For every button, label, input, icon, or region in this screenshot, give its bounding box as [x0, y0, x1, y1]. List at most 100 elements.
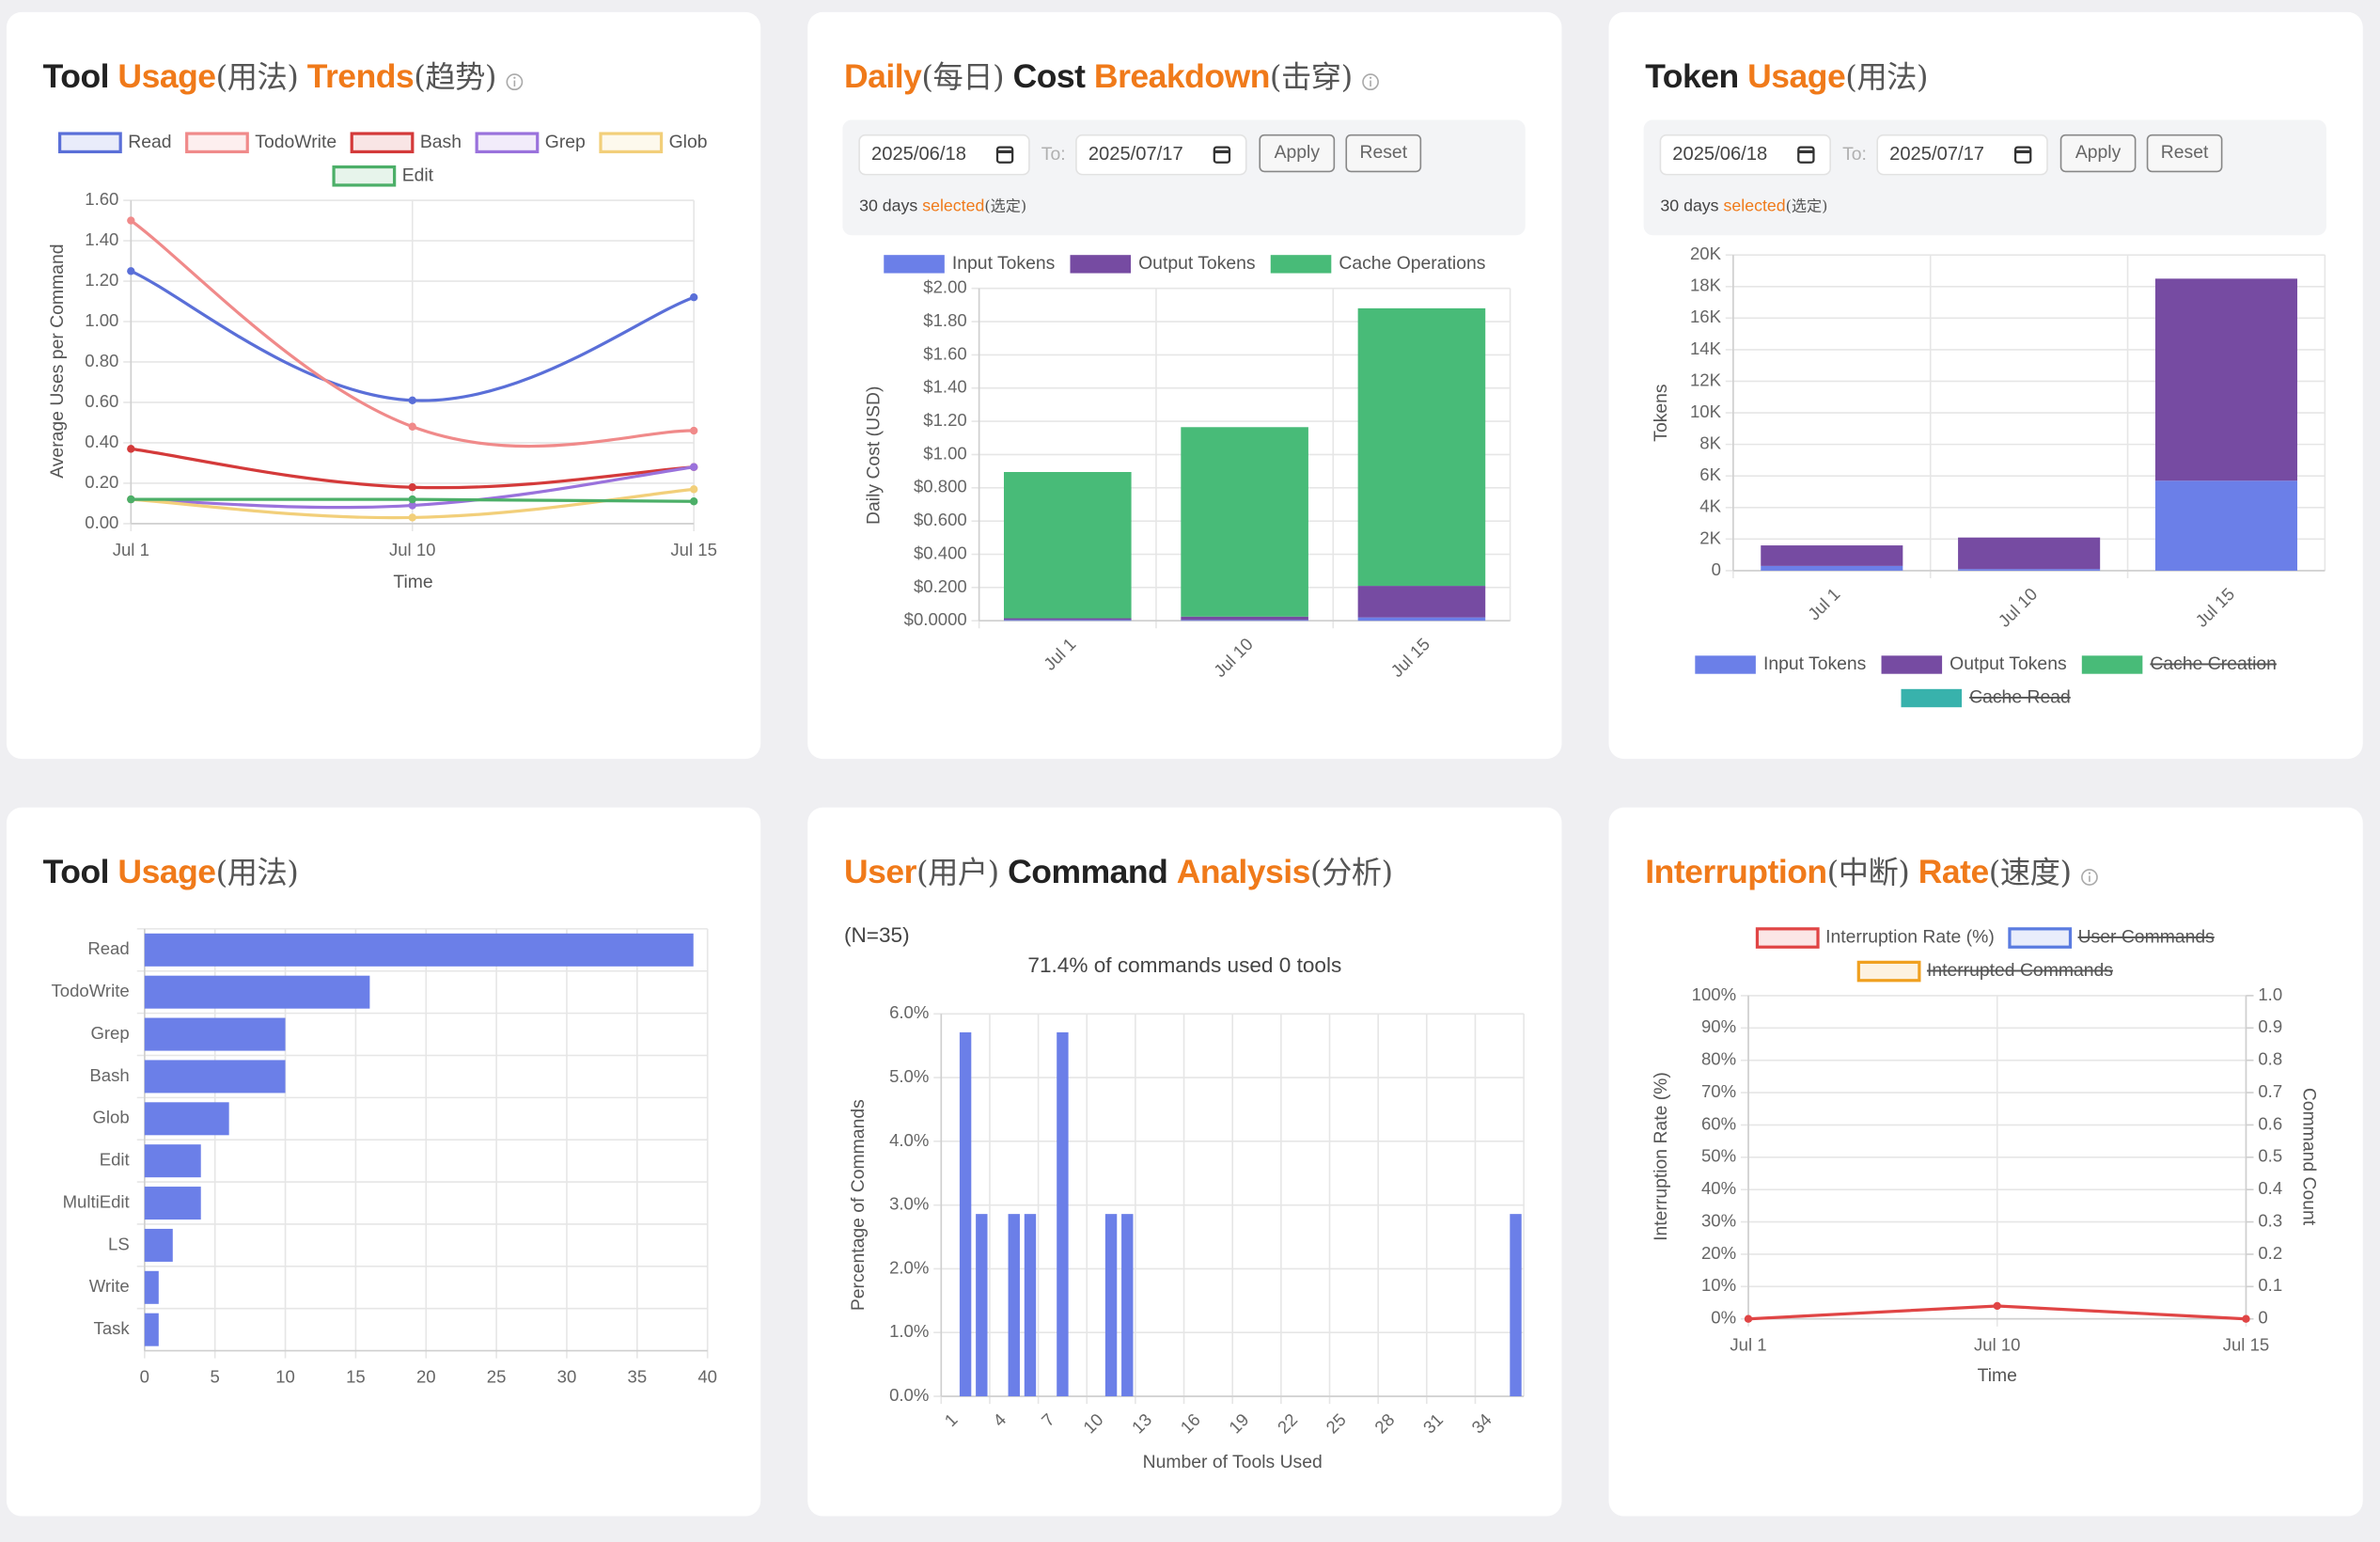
point	[127, 216, 135, 225]
point	[127, 495, 135, 504]
bar	[1958, 569, 2101, 571]
legend-swatch	[599, 132, 664, 154]
bar	[1024, 1214, 1037, 1397]
y-tick-label: 8K	[1699, 433, 1721, 453]
bar	[144, 1313, 159, 1346]
legend-label: Cache Read	[1969, 687, 2071, 708]
y-tick-label: 1.20	[85, 270, 118, 290]
text-part: Breakdown	[1094, 57, 1270, 95]
y2-tick-label: 0.5	[2258, 1146, 2282, 1166]
legend-swatch	[350, 132, 415, 154]
point	[127, 267, 135, 275]
y2-tick-label: 0	[2258, 1308, 2267, 1328]
y-tick-label: 0.0%	[889, 1385, 929, 1405]
button[interactable]	[2146, 134, 2223, 173]
y-tick-label: 6.0%	[889, 1002, 929, 1022]
legend-swatch	[1070, 255, 1132, 274]
button[interactable]	[1345, 134, 1422, 173]
y-tick-label: $1.00	[923, 443, 966, 463]
y-tick-label: 1.40	[85, 229, 118, 249]
bar	[1761, 565, 1903, 571]
text-part: Usage	[117, 853, 215, 890]
legend-swatch	[1881, 655, 1943, 674]
bar	[1958, 537, 2101, 570]
bar	[1357, 586, 1486, 618]
x-tick-label: 5	[211, 1367, 220, 1387]
y-tick-label: 0%	[1711, 1308, 1736, 1328]
y-tick-label: $0.600	[914, 510, 967, 529]
x-tick-label: 20	[416, 1367, 436, 1387]
legend-swatch	[475, 132, 540, 154]
text-part	[109, 853, 117, 890]
panel	[6, 11, 761, 760]
y-tick-label: 0.40	[85, 432, 118, 451]
date-value: 2025/07/17	[1088, 144, 1183, 165]
point	[408, 513, 416, 522]
x-tick-label: 40	[697, 1367, 717, 1387]
bar	[144, 975, 370, 1009]
y-tick-label: 4K	[1699, 496, 1721, 516]
bar	[1181, 427, 1308, 617]
text-part: Tool	[43, 853, 109, 890]
text-part: Token	[1645, 57, 1739, 95]
bar	[1003, 472, 1132, 619]
y-tick-label: $1.80	[923, 310, 966, 330]
date-input	[1876, 134, 2048, 176]
y-tick-label: 50%	[1701, 1146, 1736, 1166]
date-input	[1659, 134, 1831, 176]
bar	[959, 1031, 972, 1397]
chart-title: Interruption(中断) Rate(速度)	[1645, 853, 2071, 890]
text-part: Rate	[1918, 853, 1989, 890]
y-axis-label: Average Uses per Command	[47, 244, 68, 479]
bar	[1104, 1214, 1118, 1397]
y2-tick-label: 0.9	[2258, 1016, 2282, 1036]
point	[1744, 1314, 1753, 1323]
button[interactable]	[1259, 134, 1336, 173]
button[interactable]	[2059, 134, 2137, 173]
bar	[2154, 278, 2298, 481]
text-part: (中断)	[1827, 854, 1910, 889]
legend-label: Grep	[545, 132, 586, 152]
date-input	[858, 134, 1030, 176]
y-tick-label: 1.0%	[889, 1321, 929, 1341]
info-icon	[513, 76, 516, 79]
legend-label: Interruption Rate (%)	[1825, 927, 1995, 948]
legend-label: Edit	[402, 165, 434, 185]
text-part	[1004, 57, 1012, 95]
y-tick-label: $0.800	[914, 477, 967, 496]
legend-label: Glob	[669, 132, 708, 152]
y-tick-label: 2K	[1699, 527, 1721, 547]
text-part: User	[844, 853, 917, 890]
point	[408, 483, 416, 492]
x-tick-label: Jul 1	[113, 540, 149, 559]
y-tick-label: 4.0%	[889, 1130, 929, 1150]
x-tick-label: Jul 1	[1730, 1335, 1766, 1355]
chart-title: Daily(每日) Cost Breakdown(击穿)	[844, 57, 1353, 95]
bar	[1357, 307, 1486, 587]
legend-swatch	[1901, 688, 1963, 708]
bar	[144, 1017, 286, 1051]
legend-label: Cache Creation	[2150, 653, 2277, 674]
calendar-icon	[1797, 146, 1815, 164]
y-tick-label: LS	[108, 1234, 130, 1253]
y-tick-label: 18K	[1690, 275, 1722, 295]
y-tick-label: Read	[87, 938, 129, 958]
y-tick-label: 3.0%	[889, 1194, 929, 1214]
y-tick-label: Glob	[93, 1108, 130, 1127]
text-part: Daily	[844, 57, 922, 95]
legend-swatch	[884, 255, 945, 274]
legend-swatch	[1695, 655, 1756, 674]
y-tick-label: Bash	[89, 1065, 129, 1085]
y-axis-label: Interruption Rate (%)	[1651, 1072, 1671, 1241]
y2-tick-label: 0.6	[2258, 1113, 2282, 1133]
bar	[1008, 1214, 1020, 1397]
x-tick-label: 0	[140, 1367, 149, 1387]
y-tick-label: 0.20	[85, 472, 118, 492]
text-part: Command	[1008, 853, 1167, 890]
button-label: Apply	[1275, 142, 1321, 163]
y-tick-label: Grep	[90, 1023, 129, 1043]
y2-tick-label: 0.8	[2258, 1049, 2282, 1069]
info-icon	[1369, 76, 1372, 79]
text-part: Trends	[307, 57, 415, 95]
x-tick-label: Jul 15	[2223, 1335, 2270, 1355]
